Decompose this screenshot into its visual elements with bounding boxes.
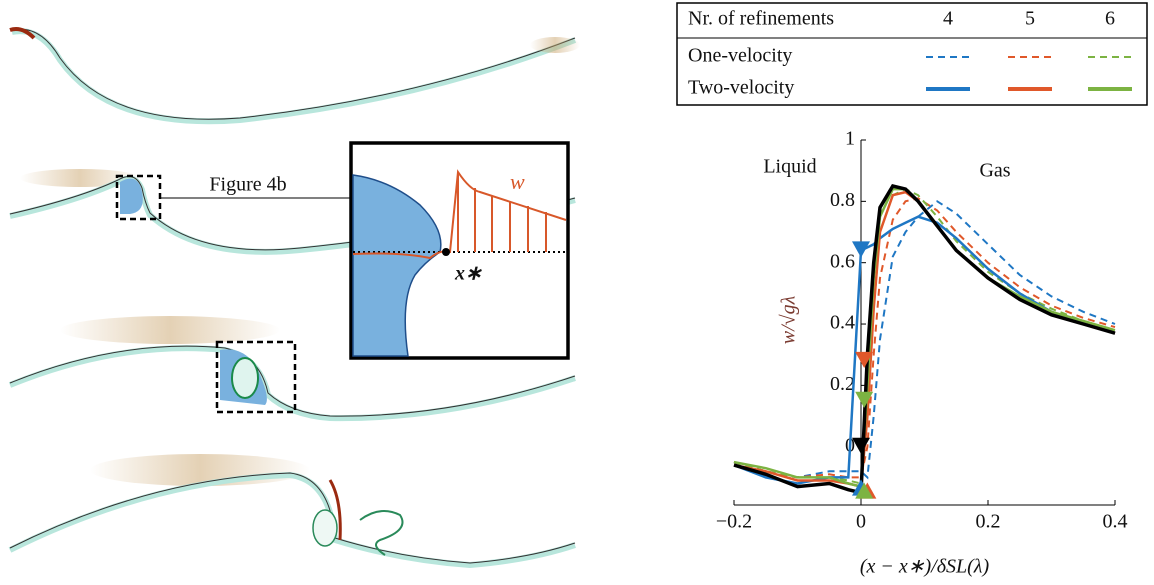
- wave-panels: [8, 27, 580, 569]
- legend-column: 6: [1105, 8, 1115, 30]
- y-tick-label: 0.6: [830, 250, 855, 272]
- marker: [855, 351, 874, 369]
- marker: [855, 391, 874, 408]
- spray: [60, 316, 280, 344]
- marker: [855, 482, 874, 499]
- y-tick-label: 0.8: [830, 189, 855, 211]
- plunging-jet: [328, 479, 342, 541]
- x-tick-label: 0: [856, 511, 866, 533]
- legend-frame: [676, 2, 1148, 106]
- air-cavity: [312, 509, 338, 547]
- legend-column: 4: [943, 8, 953, 30]
- spray: [90, 454, 310, 486]
- legend-row: Two-velocity: [688, 77, 794, 99]
- wave-surface: [11, 28, 576, 120]
- series-line: [733, 183, 1116, 495]
- inset-w-curve: [352, 169, 567, 260]
- wave-surface: [9, 472, 576, 564]
- wave-surface-band: [8, 471, 576, 569]
- wave-tip: [9, 27, 36, 40]
- legend-header: Nr. of refinements: [688, 8, 834, 30]
- x-tick-label: 0.2: [976, 511, 1001, 533]
- legend-column: 5: [1025, 8, 1035, 30]
- inset-x-label: x∗: [454, 263, 482, 285]
- spray: [530, 37, 580, 53]
- y-tick-label: 0.4: [830, 312, 855, 334]
- y-tick-label: 1: [845, 128, 855, 150]
- wave-surface-band: [8, 345, 576, 422]
- chart: Nr. of refinements 4 5 6 One-velocity Two-vel…: [676, 2, 1148, 578]
- x-tick-label: −0.2: [716, 511, 752, 533]
- marker: [852, 437, 870, 454]
- wave-surface: [9, 345, 576, 417]
- marker: [852, 241, 870, 258]
- x-axis-label: (x − x∗)/δSL(λ): [860, 556, 990, 578]
- annotation: Gas: [979, 160, 1010, 182]
- legend-row: One-velocity: [688, 45, 792, 67]
- callout-label: Figure 4b: [209, 174, 286, 196]
- x-tick-label: 0.4: [1103, 511, 1128, 533]
- wave-surface-band: [11, 28, 577, 125]
- air-cavity: [231, 357, 259, 399]
- splash: [359, 510, 404, 556]
- series-line: [733, 197, 1116, 479]
- inset-arrows: [457, 174, 547, 252]
- series-line: [733, 215, 1116, 485]
- y-tick-label: 0.2: [830, 373, 855, 395]
- annotation: Liquid: [763, 156, 816, 178]
- y-axis-label: w/√gλ: [778, 295, 800, 344]
- inset-point: [442, 248, 450, 256]
- inset-w-label: w: [510, 169, 525, 194]
- zoom-box: [215, 340, 297, 414]
- liquid-crest: [120, 178, 143, 214]
- series-line: [733, 200, 1116, 480]
